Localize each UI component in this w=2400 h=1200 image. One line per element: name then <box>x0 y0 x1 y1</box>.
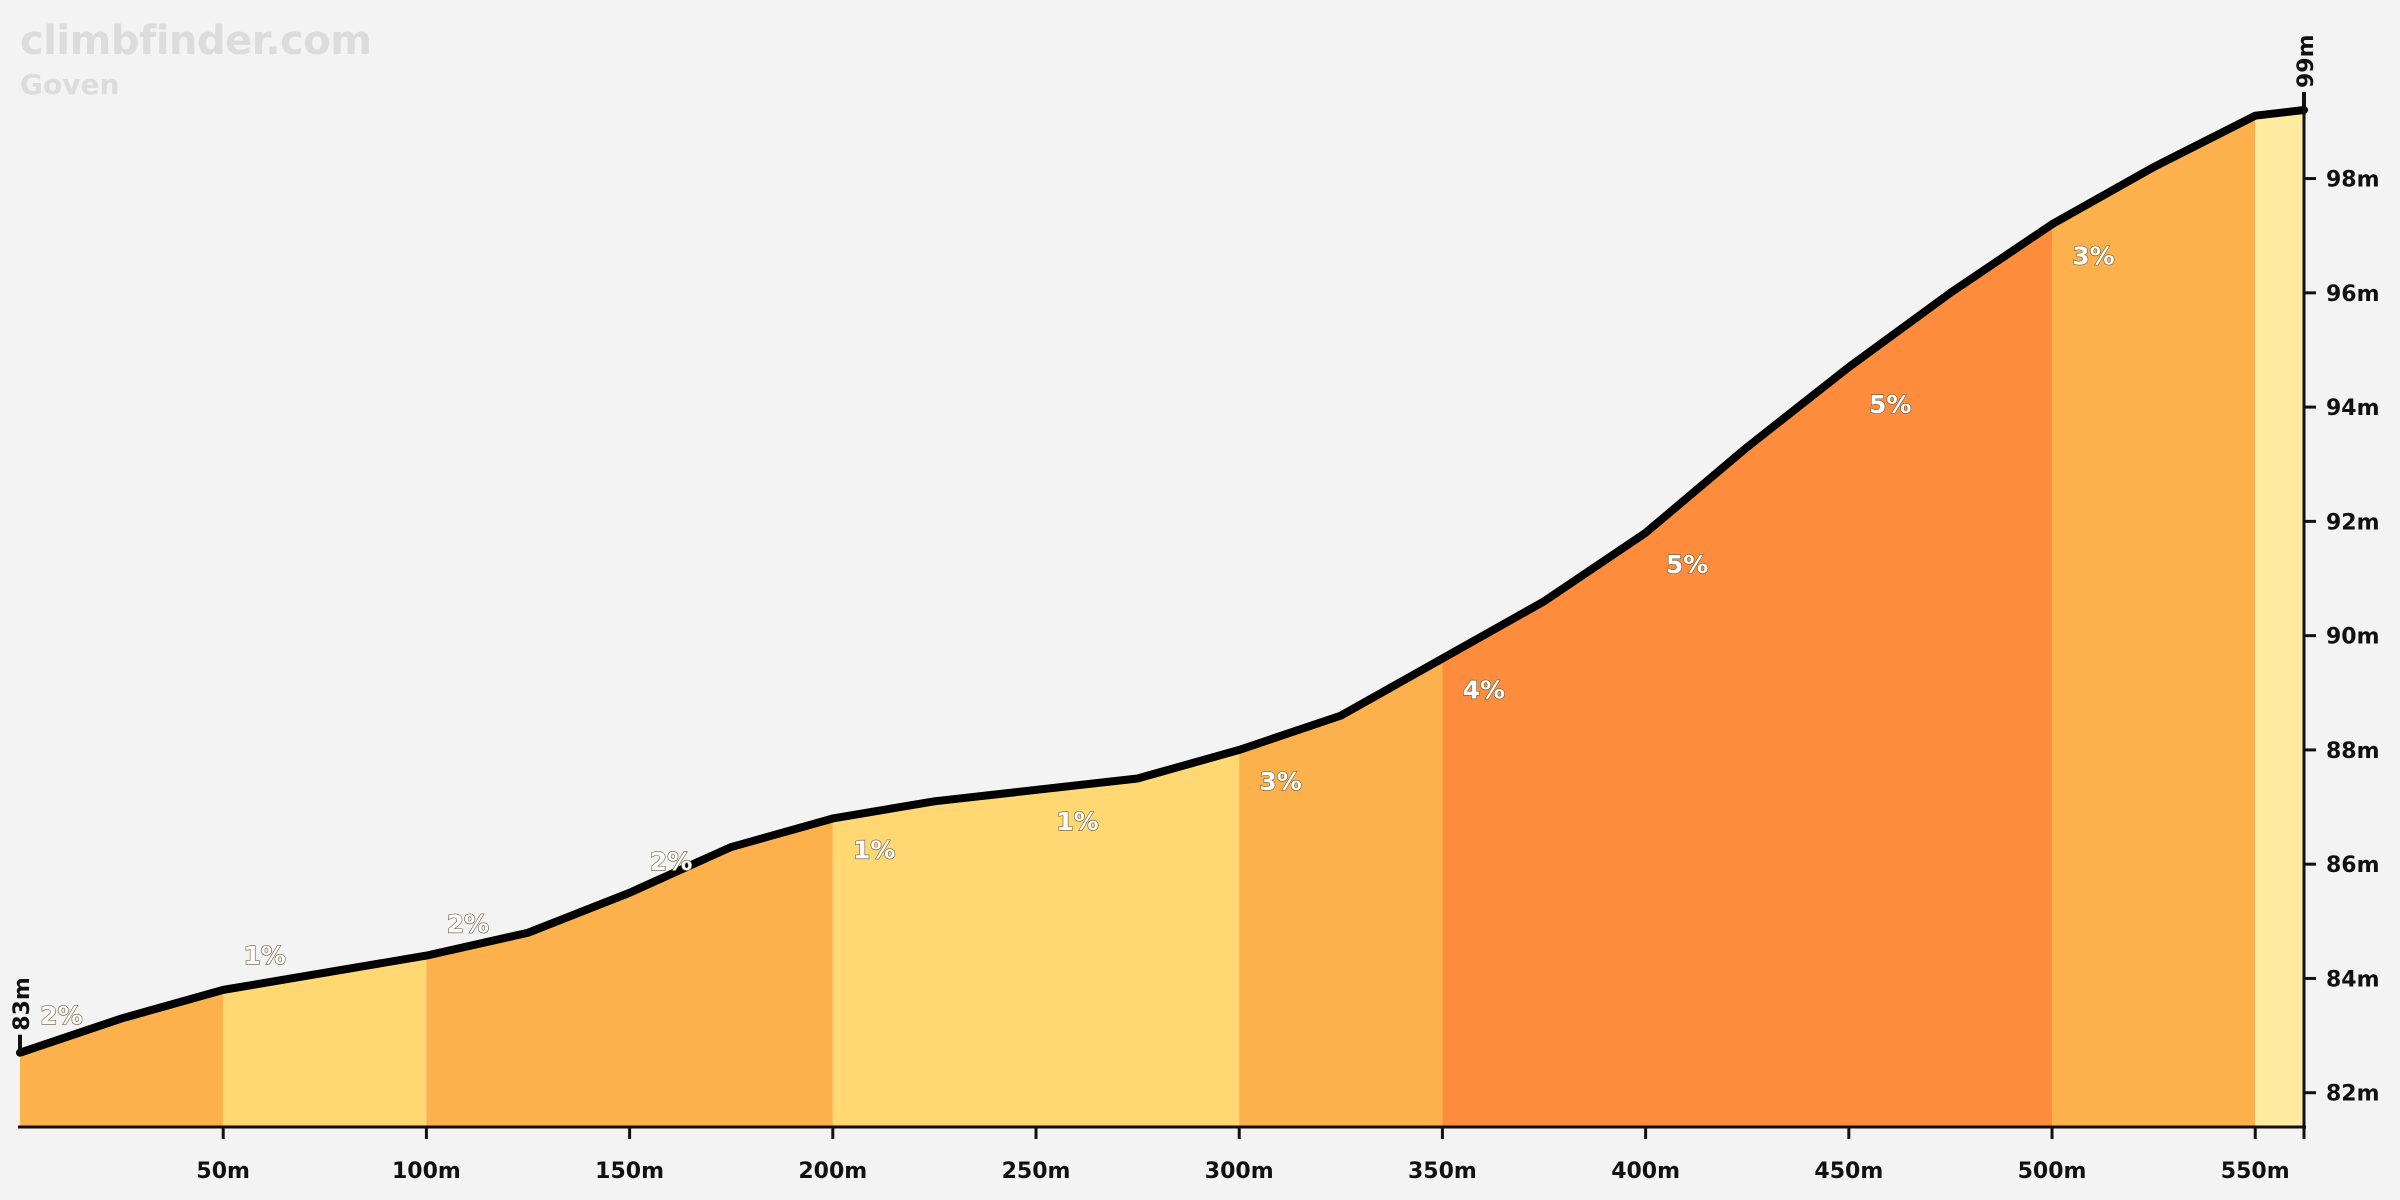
x-tick-label: 450m <box>1814 1159 1883 1184</box>
y-tick-label: 90m <box>2326 625 2380 650</box>
y-tick-label: 98m <box>2326 168 2380 193</box>
grade-label-3: 2% <box>447 910 489 939</box>
grade-label-4: 2% <box>650 847 692 876</box>
gradient-segment-7 <box>2052 115 2256 1127</box>
y-tick-label: 82m <box>2326 1082 2380 1107</box>
gradient-segment-6 <box>1442 224 2053 1128</box>
gradient-segment-4 <box>832 749 1240 1127</box>
grade-label-6: 1% <box>1056 807 1098 836</box>
gradient-segment-2 <box>223 955 427 1127</box>
grade-label-1: 2% <box>40 1001 82 1030</box>
x-tick-label: 200m <box>798 1159 867 1184</box>
x-tick-label: 150m <box>595 1159 664 1184</box>
x-tick-label: 250m <box>1002 1159 1071 1184</box>
x-tick-label: 300m <box>1205 1159 1274 1184</box>
y-tick-label: 86m <box>2326 853 2380 878</box>
x-tick-label: 550m <box>2221 1159 2290 1184</box>
end-elevation-label: 99m <box>2294 34 2319 88</box>
x-tick-label: 50m <box>196 1159 250 1184</box>
x-tick-label: 400m <box>1611 1159 1680 1184</box>
grade-label-7: 3% <box>1259 767 1301 796</box>
gradient-segment-5 <box>1239 658 1443 1127</box>
climb-name: Goven <box>20 68 120 101</box>
x-tick-label: 500m <box>2018 1159 2087 1184</box>
y-tick-label: 94m <box>2326 396 2380 421</box>
gradient-segment-8 <box>2255 110 2304 1127</box>
y-tick-label: 92m <box>2326 510 2380 535</box>
y-tick-label: 84m <box>2326 967 2380 992</box>
x-tick-label: 350m <box>1408 1159 1477 1184</box>
gradient-segment-1 <box>20 989 224 1127</box>
grade-label-5: 1% <box>853 835 895 864</box>
grade-label-9: 5% <box>1666 550 1708 579</box>
grade-label-11: 3% <box>2072 241 2114 270</box>
brand-watermark: climbfinder.com <box>20 18 372 64</box>
grade-label-8: 4% <box>1463 675 1505 704</box>
y-tick-label: 88m <box>2326 739 2380 764</box>
y-tick-label: 96m <box>2326 282 2380 307</box>
grade-label-2: 1% <box>243 941 285 970</box>
elevation-profile-line <box>16 106 2308 1057</box>
gradient-segment-3 <box>426 818 833 1127</box>
grade-label-10: 5% <box>1869 390 1911 419</box>
start-elevation-label: 83m <box>10 977 35 1031</box>
x-tick-label: 100m <box>392 1159 461 1184</box>
